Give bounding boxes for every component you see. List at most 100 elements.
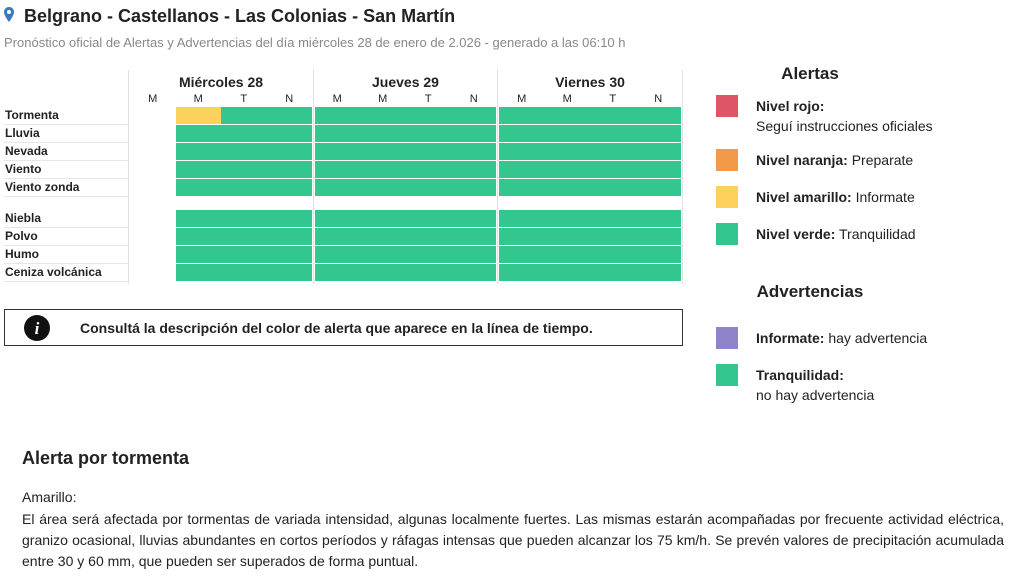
row-line bbox=[4, 281, 128, 282]
alert-cell bbox=[266, 246, 312, 263]
alert-cell bbox=[544, 228, 590, 245]
alert-cell bbox=[451, 264, 496, 281]
alert-cell bbox=[499, 210, 545, 227]
period-label: N bbox=[469, 93, 478, 105]
alert-cell bbox=[405, 264, 451, 281]
legend-label: Nivel naranja: bbox=[756, 152, 848, 168]
hazard-label: Polvo bbox=[5, 229, 38, 243]
alert-cell bbox=[405, 161, 451, 178]
row-line bbox=[4, 196, 128, 197]
alert-cell bbox=[590, 228, 636, 245]
day-name: Miércoles 28 bbox=[178, 74, 264, 90]
alert-cell bbox=[451, 161, 496, 178]
alert-cell bbox=[635, 161, 681, 178]
alert-cell bbox=[499, 246, 545, 263]
day-separator bbox=[128, 70, 129, 284]
period-label: M bbox=[193, 93, 203, 105]
legend-description: Seguí instrucciones oficiales bbox=[756, 118, 933, 134]
alert-cell bbox=[544, 125, 590, 142]
alert-cell bbox=[221, 246, 267, 263]
subtitle: Pronóstico oficial de Alertas y Adverten… bbox=[4, 35, 626, 50]
alert-cell bbox=[175, 107, 221, 124]
alert-cell bbox=[499, 125, 545, 142]
alert-cell bbox=[175, 264, 221, 281]
alert-cell bbox=[266, 125, 312, 142]
alert-cell bbox=[405, 210, 451, 227]
legend-text: Informate: hay advertencia bbox=[756, 328, 956, 348]
alert-cell bbox=[221, 107, 267, 124]
legend-swatch bbox=[716, 149, 738, 171]
alert-cell bbox=[544, 161, 590, 178]
legend-text: Nivel naranja: Preparate bbox=[756, 150, 956, 170]
alert-cell bbox=[544, 179, 590, 196]
alert-cell bbox=[221, 264, 267, 281]
legend-text: Tranquilidad: no hay advertencia bbox=[756, 365, 956, 405]
alert-cell bbox=[635, 107, 681, 124]
alert-cell bbox=[360, 210, 406, 227]
legend-swatch bbox=[716, 95, 738, 117]
svg-text:i: i bbox=[35, 319, 40, 338]
legend-text: Nivel amarillo: Informate bbox=[756, 187, 956, 207]
legend-title: Advertencias bbox=[756, 282, 864, 301]
alert-cell bbox=[635, 210, 681, 227]
hazard-label: Niebla bbox=[5, 211, 42, 225]
alert-cell bbox=[221, 210, 267, 227]
period-label: N bbox=[285, 93, 294, 105]
row-line bbox=[4, 160, 128, 161]
alert-cell bbox=[451, 179, 496, 196]
day-name: Jueves 29 bbox=[372, 74, 439, 90]
alert-cell bbox=[314, 107, 360, 124]
alert-cell bbox=[221, 228, 267, 245]
info-box: i Consultá la descripción del color de a… bbox=[4, 309, 683, 346]
alert-cell bbox=[635, 228, 681, 245]
alert-cell bbox=[544, 246, 590, 263]
alert-cell bbox=[314, 143, 360, 160]
alert-cell bbox=[590, 264, 636, 281]
legend-title: Alertas bbox=[781, 64, 839, 83]
alert-cell bbox=[360, 107, 406, 124]
alert-cell bbox=[360, 161, 406, 178]
row-line bbox=[4, 142, 128, 143]
alert-cell bbox=[360, 246, 406, 263]
alert-cell bbox=[175, 143, 221, 160]
alert-cell bbox=[590, 107, 636, 124]
period-label: T bbox=[424, 93, 432, 105]
alert-cell bbox=[266, 161, 312, 178]
alert-cell bbox=[360, 264, 406, 281]
legend-label: Nivel amarillo: bbox=[756, 189, 852, 205]
alert-cell bbox=[266, 210, 312, 227]
description-text: El área será afectada por tormentas de v… bbox=[22, 511, 1004, 569]
legend-label: Nivel rojo: bbox=[756, 98, 825, 114]
alert-cell bbox=[451, 107, 496, 124]
alert-cell bbox=[221, 143, 267, 160]
alert-cell bbox=[451, 228, 496, 245]
period-label: T bbox=[609, 93, 617, 105]
hazard-label: Viento zonda bbox=[5, 180, 80, 194]
row-line bbox=[4, 227, 128, 228]
alert-cell bbox=[451, 125, 496, 142]
period-label: M bbox=[148, 93, 158, 105]
legend-description: no hay advertencia bbox=[756, 387, 875, 403]
alert-cell bbox=[405, 246, 451, 263]
alert-cell bbox=[266, 143, 312, 160]
alert-cell bbox=[175, 125, 221, 142]
alert-cell bbox=[266, 264, 312, 281]
legend-label: Informate: bbox=[756, 330, 825, 346]
day-name: Viernes 30 bbox=[555, 74, 625, 90]
alert-cell bbox=[590, 246, 636, 263]
alert-cell bbox=[590, 125, 636, 142]
period-label: M bbox=[378, 93, 388, 105]
alert-cell bbox=[590, 210, 636, 227]
legend-swatch bbox=[716, 364, 738, 386]
alert-cell bbox=[175, 179, 221, 196]
period-label: M bbox=[562, 93, 572, 105]
alert-cell bbox=[499, 264, 545, 281]
period-label: M bbox=[517, 93, 527, 105]
pin-icon bbox=[4, 7, 14, 22]
info-text: Consultá la descripción del color de ale… bbox=[80, 320, 593, 336]
alert-cell bbox=[266, 228, 312, 245]
alert-cell bbox=[635, 125, 681, 142]
legend-label: Nivel verde: bbox=[756, 226, 836, 242]
alert-cell bbox=[405, 143, 451, 160]
